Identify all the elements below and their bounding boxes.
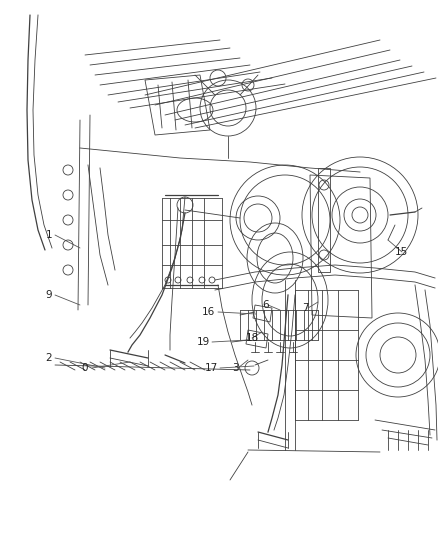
Text: 2: 2	[46, 353, 52, 363]
Text: 19: 19	[197, 337, 210, 347]
Text: 3: 3	[232, 363, 239, 373]
Text: 7: 7	[302, 303, 309, 313]
Text: 18: 18	[246, 333, 259, 343]
Text: 1: 1	[46, 230, 52, 240]
Text: 17: 17	[205, 363, 218, 373]
Text: 16: 16	[202, 307, 215, 317]
Text: 6: 6	[262, 300, 268, 310]
Text: 15: 15	[395, 247, 408, 257]
Text: 0: 0	[81, 363, 88, 373]
Text: 9: 9	[46, 290, 52, 300]
